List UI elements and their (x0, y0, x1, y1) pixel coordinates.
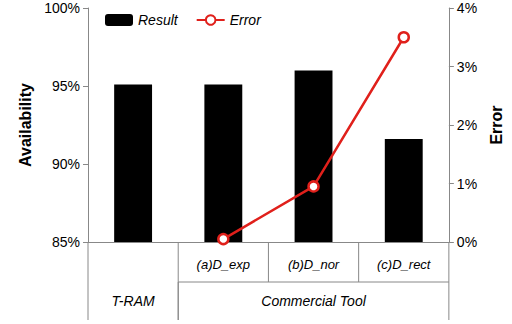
svg-text:Availability: Availability (17, 83, 34, 167)
svg-text:1%: 1% (457, 176, 477, 192)
svg-text:4%: 4% (457, 0, 477, 16)
svg-text:95%: 95% (52, 78, 80, 94)
svg-text:100%: 100% (44, 0, 80, 16)
svg-text:(a)D_exp: (a)D_exp (197, 257, 250, 272)
svg-text:(c)D_rect: (c)D_rect (377, 257, 432, 272)
svg-text:T-RAM: T-RAM (112, 293, 155, 309)
svg-text:Error: Error (488, 105, 505, 144)
svg-text:3%: 3% (457, 59, 477, 75)
svg-text:2%: 2% (457, 117, 477, 133)
svg-text:Result: Result (138, 12, 179, 28)
svg-text:90%: 90% (52, 156, 80, 172)
svg-text:Commercial Tool: Commercial Tool (261, 293, 366, 309)
svg-text:0%: 0% (457, 234, 477, 250)
svg-text:Error: Error (230, 12, 262, 28)
svg-text:85%: 85% (52, 234, 80, 250)
svg-text:(b)D_nor: (b)D_nor (288, 257, 340, 272)
